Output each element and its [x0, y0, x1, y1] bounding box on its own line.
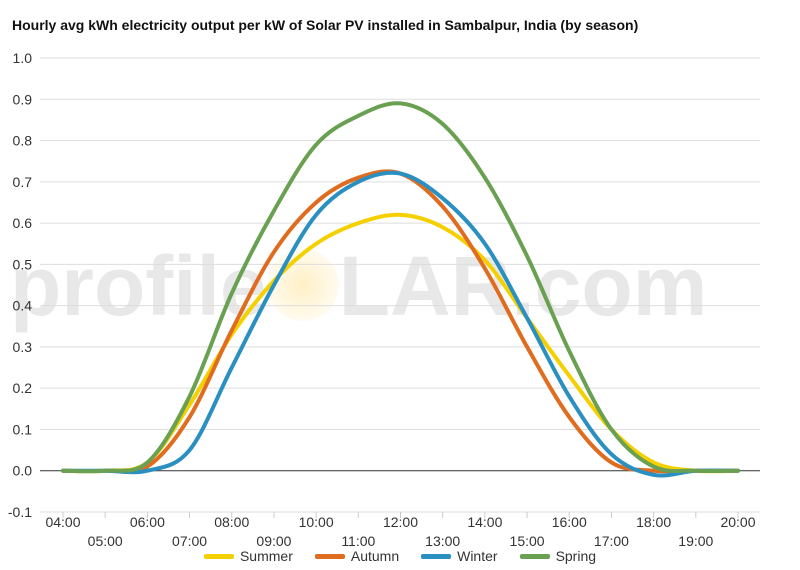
- grid-layer: [40, 57, 760, 518]
- y-tick-label: 0.8: [13, 133, 33, 149]
- x-tick-label: 20:00: [720, 514, 755, 530]
- legend-item-winter[interactable]: Winter: [421, 548, 498, 564]
- watermark-text-before: profile: [10, 239, 267, 333]
- y-tick-label: 0.5: [13, 256, 33, 272]
- y-tick-label: 0.1: [13, 421, 33, 437]
- series-line-summer: [61, 212, 740, 474]
- x-axis-tick-labels: 04:00 05:00 06:00 07:00 08:00 09:00 10:00 11:00…: [45, 514, 755, 549]
- series-lines: [61, 101, 740, 478]
- legend-swatch: [203, 553, 234, 559]
- legend-swatch: [519, 553, 550, 559]
- x-tick-label: 15:00: [510, 533, 545, 549]
- x-tick-label: 12:00: [383, 514, 418, 530]
- y-tick-label: 0.3: [13, 339, 33, 355]
- x-tick-label: 07:00: [172, 533, 207, 549]
- y-tick-label: 0.2: [13, 380, 33, 396]
- x-tick-label: 19:00: [678, 533, 713, 549]
- series-line-spring: [61, 101, 740, 474]
- legend-swatch: [421, 553, 452, 559]
- x-tick-label: 04:00: [45, 514, 80, 530]
- y-axis-tick-labels: -0.1 0.0 0.1 0.2 0.3 0.4 0.5 0.6 0.7 0.8 0.9 1.0: [8, 50, 32, 520]
- legend-label: Winter: [457, 548, 498, 564]
- legend: Summer Autumn Winter Spring: [0, 548, 800, 564]
- legend-swatch: [314, 553, 345, 559]
- y-tick-label: 1.0: [13, 50, 33, 66]
- legend-item-spring[interactable]: Spring: [519, 548, 597, 564]
- watermark: profile LAR.com: [10, 238, 707, 335]
- sun-logo-icon: [266, 249, 339, 321]
- series-line-winter: [61, 170, 740, 478]
- y-tick-label: 0.9: [13, 91, 33, 107]
- legend-item-summer[interactable]: Summer: [203, 548, 293, 564]
- y-tick-label: 0.0: [13, 463, 33, 479]
- x-tick-label: 14:00: [467, 514, 502, 530]
- x-tick-label: 17:00: [594, 533, 629, 549]
- legend-label: Autumn: [350, 548, 400, 564]
- chart-title: Hourly avg kWh electricity output per kW…: [12, 17, 639, 33]
- legend-label: Spring: [555, 548, 597, 564]
- y-tick-label: -0.1: [8, 504, 32, 520]
- x-tick-label: 06:00: [130, 514, 165, 530]
- x-tick-label: 13:00: [425, 533, 460, 549]
- x-tick-label: 18:00: [636, 514, 671, 530]
- watermark-text-after: LAR.com: [338, 239, 708, 333]
- x-tick-label: 09:00: [256, 533, 291, 549]
- x-tick-label: 08:00: [214, 514, 249, 530]
- legend-item-autumn[interactable]: Autumn: [314, 548, 400, 564]
- x-tick-label: 10:00: [299, 514, 334, 530]
- x-tick-label: 05:00: [88, 533, 123, 549]
- x-tick-label: 16:00: [552, 514, 587, 530]
- y-tick-label: 0.7: [13, 174, 33, 190]
- y-tick-label: 0.4: [13, 298, 33, 314]
- legend-label: Summer: [239, 548, 293, 564]
- x-tick-label: 11:00: [341, 533, 375, 549]
- y-tick-label: 0.6: [13, 215, 33, 231]
